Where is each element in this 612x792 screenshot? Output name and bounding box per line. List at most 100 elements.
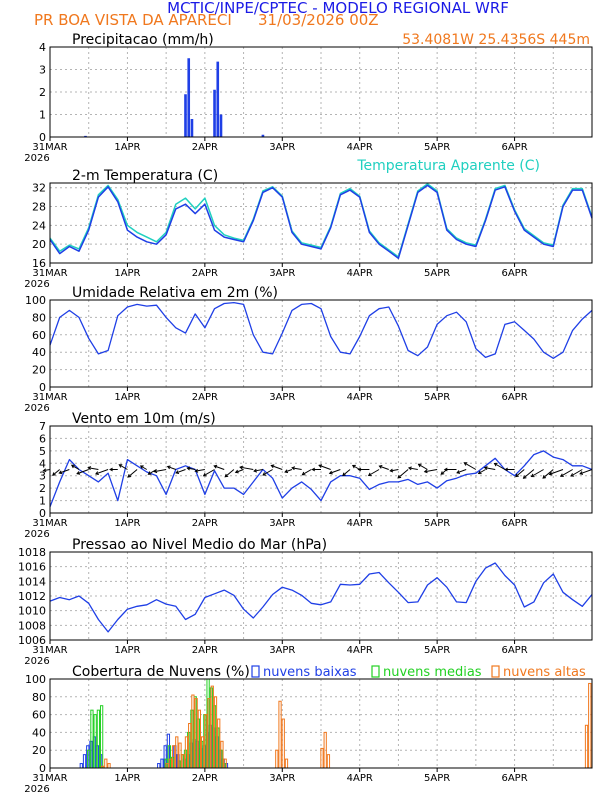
x-tick-label: 3APR — [269, 645, 295, 656]
x-tick-label: 5APR — [424, 518, 450, 529]
wind-arrowhead — [417, 463, 422, 468]
wind-arrowhead — [530, 473, 535, 478]
x-tick-label: 31MAR — [32, 645, 67, 656]
wind-vector — [579, 469, 593, 475]
wind-arrowhead — [127, 474, 132, 478]
wind-arrowhead — [559, 473, 564, 477]
wind-arrowhead — [76, 471, 81, 475]
legend-label: nuvens medias — [383, 665, 482, 680]
y-tick-label: 1016 — [18, 561, 46, 574]
y-tick-label: 1012 — [18, 590, 46, 603]
wind-vector — [418, 463, 428, 470]
x-tick-label: 5APR — [424, 268, 450, 279]
wind-arrowhead — [367, 472, 372, 477]
wind-arrowhead — [175, 470, 180, 474]
wind-arrowhead — [270, 464, 275, 469]
wind-arrowhead — [87, 466, 92, 471]
x-tick-label: 3APR — [269, 392, 295, 403]
x-tick-label: 5APR — [424, 392, 450, 403]
cloud-bar — [281, 718, 285, 769]
wind-arrowhead — [351, 464, 356, 469]
x-tick-label: 2APR — [192, 392, 218, 403]
y-tick-label: 20 — [32, 744, 46, 757]
wind-arrowhead — [284, 469, 289, 474]
legend-label: nuvens altas — [503, 665, 586, 680]
x-year-label: 2026 — [24, 656, 49, 667]
y-tick-label: 100 — [25, 294, 46, 307]
x-tick-label: 1APR — [114, 268, 140, 279]
wind-arrowhead — [328, 470, 333, 475]
wind-vector — [570, 469, 583, 477]
panel-frame — [49, 425, 593, 514]
wind-vector — [76, 469, 89, 475]
wind-arrowhead — [239, 465, 244, 470]
y-tick-label: 28 — [32, 201, 46, 214]
wind-arrowhead — [95, 471, 99, 475]
x-tick-label: 31MAR — [32, 518, 67, 529]
wind-vector — [408, 467, 418, 470]
y-tick-label: 0 — [39, 381, 46, 394]
x-tick-label: 4APR — [347, 518, 373, 529]
y-tick-label: 1008 — [18, 619, 46, 632]
wind-arrowhead — [202, 472, 207, 477]
y-tick-label: 4 — [39, 41, 46, 54]
wind-vector — [262, 469, 273, 476]
x-tick-label: 2APR — [192, 773, 218, 784]
wind-vector — [214, 465, 225, 470]
wind-arrowhead — [522, 475, 527, 479]
x-tick-label: 31MAR — [32, 268, 67, 279]
y-tick-label: 5 — [39, 445, 46, 458]
wind-vector — [456, 469, 467, 474]
y-tick-label: 40 — [32, 346, 46, 359]
wind-vector — [515, 469, 525, 477]
wind-arrowhead — [186, 466, 191, 471]
wind-vector — [531, 469, 544, 477]
y-tick-label: 60 — [32, 709, 46, 722]
wind-vector — [464, 462, 477, 470]
wind-vector — [195, 469, 205, 472]
wind-vector — [175, 469, 186, 474]
wind-arrowhead — [443, 467, 448, 472]
humidity-line — [49, 301, 593, 359]
wind-vector — [43, 469, 51, 472]
precip-bar — [219, 114, 223, 137]
wind-arrowhead — [166, 465, 171, 470]
x-tick-label: 5APR — [424, 645, 450, 656]
y-tick-label: 20 — [32, 364, 46, 377]
x-tick-label: 2APR — [192, 645, 218, 656]
wind-vector — [397, 469, 409, 479]
header-location: PR BOA VISTA DA APARECI — [34, 11, 232, 29]
x-tick-label: 1APR — [114, 645, 140, 656]
cloud-bar — [79, 763, 83, 769]
y-tick-label: 3 — [39, 470, 46, 483]
wind-arrowhead — [194, 468, 199, 473]
x-tick-label: 3APR — [269, 518, 295, 529]
x-tick-label: 31MAR — [32, 392, 67, 403]
cloud-bar — [275, 749, 279, 769]
precip-bar — [184, 94, 187, 137]
wind-vector — [187, 467, 196, 470]
wind-arrowhead — [389, 468, 394, 473]
y-tick-label: 0 — [39, 131, 46, 144]
panel-frame — [49, 46, 593, 138]
y-tick-label: 32 — [32, 182, 46, 195]
wind-arrowhead — [570, 473, 575, 477]
wind-arrowhead — [153, 469, 158, 474]
wind-line — [49, 450, 593, 508]
wind-arrowhead — [378, 465, 383, 469]
wind-vector — [59, 469, 70, 474]
wind-arrowhead — [253, 468, 258, 473]
wind-vector — [119, 464, 128, 470]
y-tick-label: 7 — [39, 420, 46, 433]
wind-arrowhead — [301, 471, 306, 476]
wind-vector — [203, 469, 215, 477]
x-tick-label: 3APR — [269, 773, 295, 784]
panel-frame — [49, 551, 593, 641]
precip-bar — [84, 135, 87, 137]
wind-arrowhead — [397, 474, 402, 479]
wind-arrowhead — [213, 464, 218, 469]
wind-arrowhead — [548, 471, 553, 476]
cloud-bar — [588, 682, 592, 769]
cloud-bar — [278, 700, 282, 769]
